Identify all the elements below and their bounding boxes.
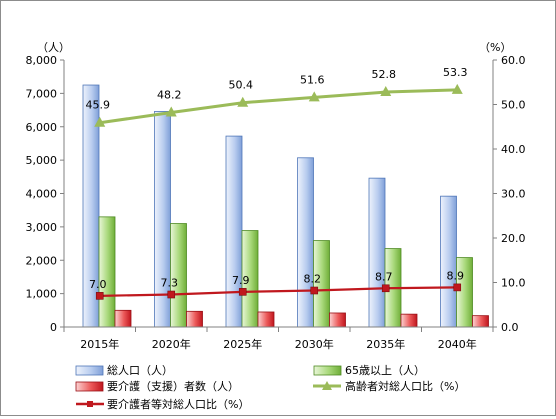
line-elderly-ratio: [99, 88, 458, 125]
marker-care-ratio: [167, 290, 176, 299]
right-axis-tick-label: 20.0: [501, 232, 526, 245]
bar-total-population: [297, 157, 314, 328]
data-label-care-ratio: 7.0: [89, 278, 107, 291]
right-axis-tick-label: 30.0: [501, 188, 526, 201]
data-label-care-ratio: 8.7: [375, 270, 393, 283]
left-axis-tick-label: 6,000: [26, 121, 58, 134]
legend-label-care-ratio: 要介護者等対総人口比（%）: [107, 397, 249, 411]
legend-swatch-care-recipients: [75, 381, 104, 392]
legend-label-elderly-ratio: 高齢者対総人口比（%）: [345, 379, 465, 393]
right-axis-tick-label: 10.0: [501, 277, 526, 290]
x-axis-tick-label: 2030年: [295, 337, 334, 351]
legend-label-total-population: 総人口（人）: [107, 363, 173, 377]
right-axis-tick-label: 50.0: [501, 99, 526, 112]
x-axis-tick-label: 2015年: [80, 337, 119, 351]
left-axis-tick-label: 0: [50, 321, 57, 334]
left-axis-tick-label: 7,000: [26, 87, 58, 100]
bar-total-population: [368, 177, 386, 328]
marker-care-ratio: [95, 292, 104, 300]
marker-elderly-ratio: [165, 106, 177, 117]
x-axis-tick-label: 2020年: [152, 337, 191, 351]
axes-group: 0 1,000 2,000 3,000 4,000 5,000 6,000 7,000 8,00…: [26, 54, 526, 351]
data-label-care-ratio: 7.9: [232, 274, 250, 287]
marker-elderly-ratio: [308, 91, 320, 102]
marker-care-ratio: [453, 283, 462, 292]
legend-label-65-plus: 65歳以上（人）: [345, 364, 425, 377]
left-axis-tick-label: 8,000: [26, 54, 58, 67]
x-axis-tick-label: 2035年: [366, 337, 405, 351]
data-label-elderly-ratio: 50.4: [229, 79, 254, 92]
legend-swatch-65-plus: [313, 365, 342, 376]
marker-care-ratio: [381, 284, 390, 293]
bar-care-recipients: [400, 313, 418, 328]
lines-group: 45.9 48.2 50.4 51.6 52.8 53.3 7.0 7.3 7.9 8.2 8.7 8…: [86, 66, 468, 300]
left-axis-unit: （人）: [37, 41, 70, 54]
legend-marker-care-ratio: [87, 401, 93, 407]
right-axis-tick-label: 0.0: [501, 321, 519, 334]
data-label-elderly-ratio: 52.8: [372, 68, 397, 81]
bar-care-recipients: [257, 311, 275, 328]
legend-label-care-recipients: 要介護（支援）者数（人）: [107, 379, 239, 393]
left-axis-tick-label: 2,000: [26, 254, 58, 267]
left-axis-tick-label: 4,000: [26, 188, 58, 201]
marker-elderly-ratio: [380, 86, 392, 97]
data-label-care-ratio: 8.2: [304, 273, 322, 286]
x-axis-tick-label: 2040年: [438, 337, 477, 351]
bar-total-population: [440, 195, 457, 328]
data-label-elderly-ratio: 45.9: [86, 99, 111, 112]
marker-care-ratio: [310, 286, 319, 295]
bars-group: [82, 84, 489, 328]
legend-swatch-total-population: [75, 365, 104, 376]
data-label-care-ratio: 8.9: [447, 269, 465, 282]
right-axis-tick-label: 40.0: [501, 143, 526, 156]
left-axis-tick-label: 5,000: [26, 154, 58, 167]
bar-65-plus: [98, 216, 116, 328]
data-label-elderly-ratio: 51.6: [300, 73, 325, 86]
data-label-elderly-ratio: 48.2: [157, 89, 182, 102]
marker-elderly-ratio: [237, 96, 249, 107]
marker-elderly-ratio: [451, 83, 463, 94]
bar-65-plus: [456, 257, 473, 328]
right-axis-unit: （%）: [479, 41, 511, 54]
bar-65-plus: [170, 223, 187, 328]
data-label-care-ratio: 7.3: [161, 277, 179, 290]
data-label-elderly-ratio: 53.3: [443, 66, 468, 79]
legend-marker-elderly-ratio: [322, 381, 332, 390]
marker-care-ratio: [238, 288, 247, 296]
x-axis-tick-label: 2025年: [223, 337, 262, 351]
marker-elderly-ratio: [94, 116, 106, 127]
left-axis-tick-label: 1,000: [26, 288, 58, 301]
bar-care-recipients: [186, 310, 203, 328]
right-axis-tick-label: 60.0: [501, 54, 526, 67]
bar-care-recipients: [329, 312, 346, 328]
line-care-ratio: [99, 286, 458, 297]
bar-care-recipients: [472, 315, 489, 328]
bar-total-population: [225, 135, 243, 328]
bar-care-recipients: [114, 309, 132, 328]
left-axis-tick-label: 3,000: [26, 221, 58, 234]
legend: 総人口（人） 65歳以上（人） 要介護（支援）者数（人） 高齢者対総人口比（%）…: [75, 363, 465, 411]
